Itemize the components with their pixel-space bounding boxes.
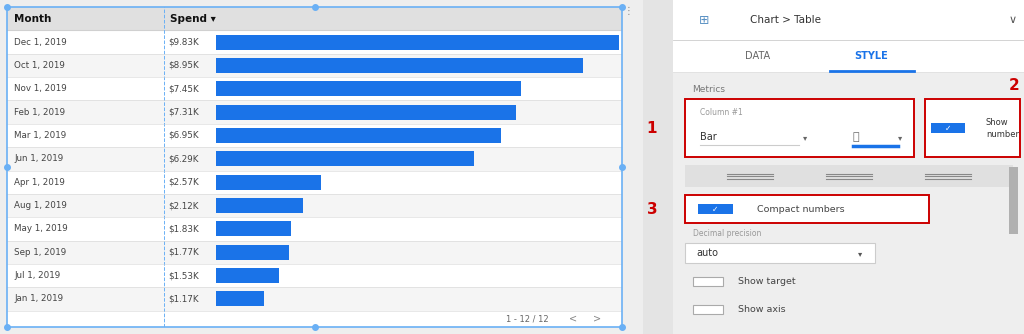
FancyBboxPatch shape <box>698 204 732 214</box>
FancyBboxPatch shape <box>216 175 322 190</box>
FancyBboxPatch shape <box>7 264 622 287</box>
FancyBboxPatch shape <box>7 77 622 101</box>
Text: Jun 1, 2019: Jun 1, 2019 <box>14 154 63 163</box>
Text: <: < <box>568 314 577 324</box>
Text: ⋮: ⋮ <box>624 6 634 16</box>
FancyBboxPatch shape <box>692 277 723 286</box>
Text: Bar: Bar <box>700 132 717 142</box>
FancyBboxPatch shape <box>7 124 622 147</box>
Text: Feb 1, 2019: Feb 1, 2019 <box>14 108 66 117</box>
FancyBboxPatch shape <box>674 40 1024 72</box>
FancyBboxPatch shape <box>216 58 583 73</box>
Text: Aug 1, 2019: Aug 1, 2019 <box>14 201 68 210</box>
Text: DATA: DATA <box>744 51 770 61</box>
Text: Apr 1, 2019: Apr 1, 2019 <box>14 178 66 187</box>
FancyBboxPatch shape <box>7 287 622 311</box>
FancyBboxPatch shape <box>685 195 929 223</box>
Text: ✓: ✓ <box>713 205 719 214</box>
Text: Show target: Show target <box>738 277 796 286</box>
FancyBboxPatch shape <box>7 240 622 264</box>
Text: ✓: ✓ <box>944 124 951 133</box>
FancyBboxPatch shape <box>216 128 501 143</box>
Text: Jul 1, 2019: Jul 1, 2019 <box>14 271 60 280</box>
FancyBboxPatch shape <box>685 243 876 263</box>
Text: May 1, 2019: May 1, 2019 <box>14 224 69 233</box>
Text: Nov 1, 2019: Nov 1, 2019 <box>14 84 68 93</box>
Text: Dec 1, 2019: Dec 1, 2019 <box>14 37 68 46</box>
Text: $8.95K: $8.95K <box>169 61 200 70</box>
Text: Show axis: Show axis <box>738 305 785 314</box>
Text: 3: 3 <box>647 202 657 217</box>
FancyBboxPatch shape <box>7 217 622 240</box>
Text: ▾: ▾ <box>858 249 862 258</box>
FancyBboxPatch shape <box>7 170 622 194</box>
FancyBboxPatch shape <box>685 165 1013 187</box>
Text: Column #1: Column #1 <box>700 108 742 117</box>
Text: Metrics: Metrics <box>692 85 726 94</box>
Text: STYLE: STYLE <box>855 51 889 61</box>
FancyBboxPatch shape <box>216 221 291 236</box>
FancyBboxPatch shape <box>7 30 622 54</box>
Text: ⬧: ⬧ <box>853 132 859 142</box>
Text: 1: 1 <box>647 121 657 136</box>
FancyBboxPatch shape <box>674 0 1024 40</box>
FancyBboxPatch shape <box>216 105 516 120</box>
FancyBboxPatch shape <box>692 305 723 314</box>
Text: ▾: ▾ <box>803 133 807 142</box>
Text: $7.31K: $7.31K <box>169 108 200 117</box>
Text: Decimal precision: Decimal precision <box>692 229 761 238</box>
FancyBboxPatch shape <box>216 268 279 283</box>
FancyBboxPatch shape <box>7 7 622 30</box>
Text: Compact numbers: Compact numbers <box>758 205 845 214</box>
FancyBboxPatch shape <box>216 245 289 260</box>
FancyBboxPatch shape <box>216 81 521 96</box>
Text: $2.12K: $2.12K <box>169 201 200 210</box>
Text: ⊞: ⊞ <box>698 13 710 26</box>
Text: ∨: ∨ <box>1009 15 1017 25</box>
FancyBboxPatch shape <box>1009 167 1018 234</box>
FancyBboxPatch shape <box>7 101 622 124</box>
Text: Spend ▾: Spend ▾ <box>170 14 216 24</box>
FancyBboxPatch shape <box>931 124 965 133</box>
Text: $7.45K: $7.45K <box>169 84 200 93</box>
Text: $1.53K: $1.53K <box>169 271 200 280</box>
Text: Show
number: Show number <box>986 118 1019 139</box>
Text: Sep 1, 2019: Sep 1, 2019 <box>14 248 67 257</box>
Text: ▾: ▾ <box>898 133 902 142</box>
FancyBboxPatch shape <box>925 99 1020 157</box>
FancyBboxPatch shape <box>685 99 913 157</box>
Text: auto: auto <box>696 248 719 258</box>
FancyBboxPatch shape <box>216 292 264 307</box>
Text: Jan 1, 2019: Jan 1, 2019 <box>14 295 63 304</box>
Text: Chart > Table: Chart > Table <box>750 15 820 25</box>
Text: $1.83K: $1.83K <box>169 224 200 233</box>
FancyBboxPatch shape <box>7 54 622 77</box>
Text: $6.95K: $6.95K <box>169 131 200 140</box>
Text: Month: Month <box>14 14 52 24</box>
FancyBboxPatch shape <box>7 311 622 327</box>
Text: >: > <box>593 314 601 324</box>
Text: Oct 1, 2019: Oct 1, 2019 <box>14 61 66 70</box>
Text: 2: 2 <box>1009 78 1020 94</box>
FancyBboxPatch shape <box>7 147 622 170</box>
Text: 1 - 12 / 12: 1 - 12 / 12 <box>506 314 548 323</box>
Text: $2.57K: $2.57K <box>169 178 200 187</box>
Text: Mar 1, 2019: Mar 1, 2019 <box>14 131 67 140</box>
FancyBboxPatch shape <box>643 0 674 334</box>
Text: $1.17K: $1.17K <box>169 295 200 304</box>
Text: $6.29K: $6.29K <box>169 154 200 163</box>
FancyBboxPatch shape <box>216 151 474 166</box>
FancyBboxPatch shape <box>216 198 303 213</box>
Text: $1.77K: $1.77K <box>169 248 200 257</box>
FancyBboxPatch shape <box>7 194 622 217</box>
FancyBboxPatch shape <box>216 34 618 49</box>
Text: $9.83K: $9.83K <box>169 37 200 46</box>
